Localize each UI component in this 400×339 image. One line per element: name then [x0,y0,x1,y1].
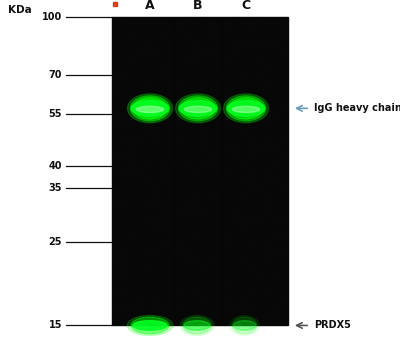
Ellipse shape [232,106,260,113]
Ellipse shape [179,100,217,116]
Ellipse shape [229,98,263,119]
Ellipse shape [131,317,169,334]
Ellipse shape [131,100,169,116]
Ellipse shape [224,94,268,123]
Text: PRDX5: PRDX5 [314,320,351,331]
Ellipse shape [133,321,167,330]
Text: IgG heavy chain: IgG heavy chain [314,103,400,113]
Text: 70: 70 [48,70,62,80]
Text: 40: 40 [48,161,62,171]
Text: 25: 25 [48,237,62,247]
Ellipse shape [128,94,172,123]
Ellipse shape [178,96,218,121]
Text: B: B [193,0,203,12]
Text: C: C [242,0,250,12]
Bar [112,17,288,325]
Ellipse shape [176,94,220,123]
Ellipse shape [183,317,211,334]
Ellipse shape [181,98,215,119]
Ellipse shape [184,321,210,330]
Ellipse shape [184,106,212,113]
Ellipse shape [234,321,256,330]
Ellipse shape [230,315,260,336]
Ellipse shape [232,317,257,334]
Text: A: A [145,0,155,12]
Ellipse shape [136,106,164,113]
Text: 15: 15 [48,320,62,331]
Text: KDa: KDa [8,5,32,15]
Ellipse shape [227,100,265,116]
Ellipse shape [127,315,173,336]
Text: 35: 35 [48,183,62,193]
Ellipse shape [130,96,170,121]
Text: 100: 100 [42,12,62,22]
Text: 55: 55 [48,109,62,119]
Ellipse shape [133,98,167,119]
Ellipse shape [180,315,214,336]
Ellipse shape [226,96,266,121]
